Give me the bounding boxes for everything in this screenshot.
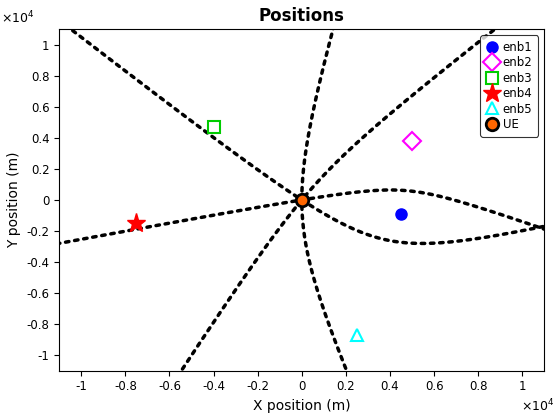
Title: Positions: Positions (259, 7, 345, 25)
Legend: enb1, enb2, enb3, enb4, enb5, UE: enb1, enb2, enb3, enb4, enb5, UE (480, 35, 539, 137)
X-axis label: X position (m): X position (m) (253, 399, 351, 413)
Text: $\times 10^4$: $\times 10^4$ (521, 398, 554, 415)
Text: $\times 10^4$: $\times 10^4$ (1, 9, 35, 26)
Y-axis label: Y position (m): Y position (m) (7, 152, 21, 248)
